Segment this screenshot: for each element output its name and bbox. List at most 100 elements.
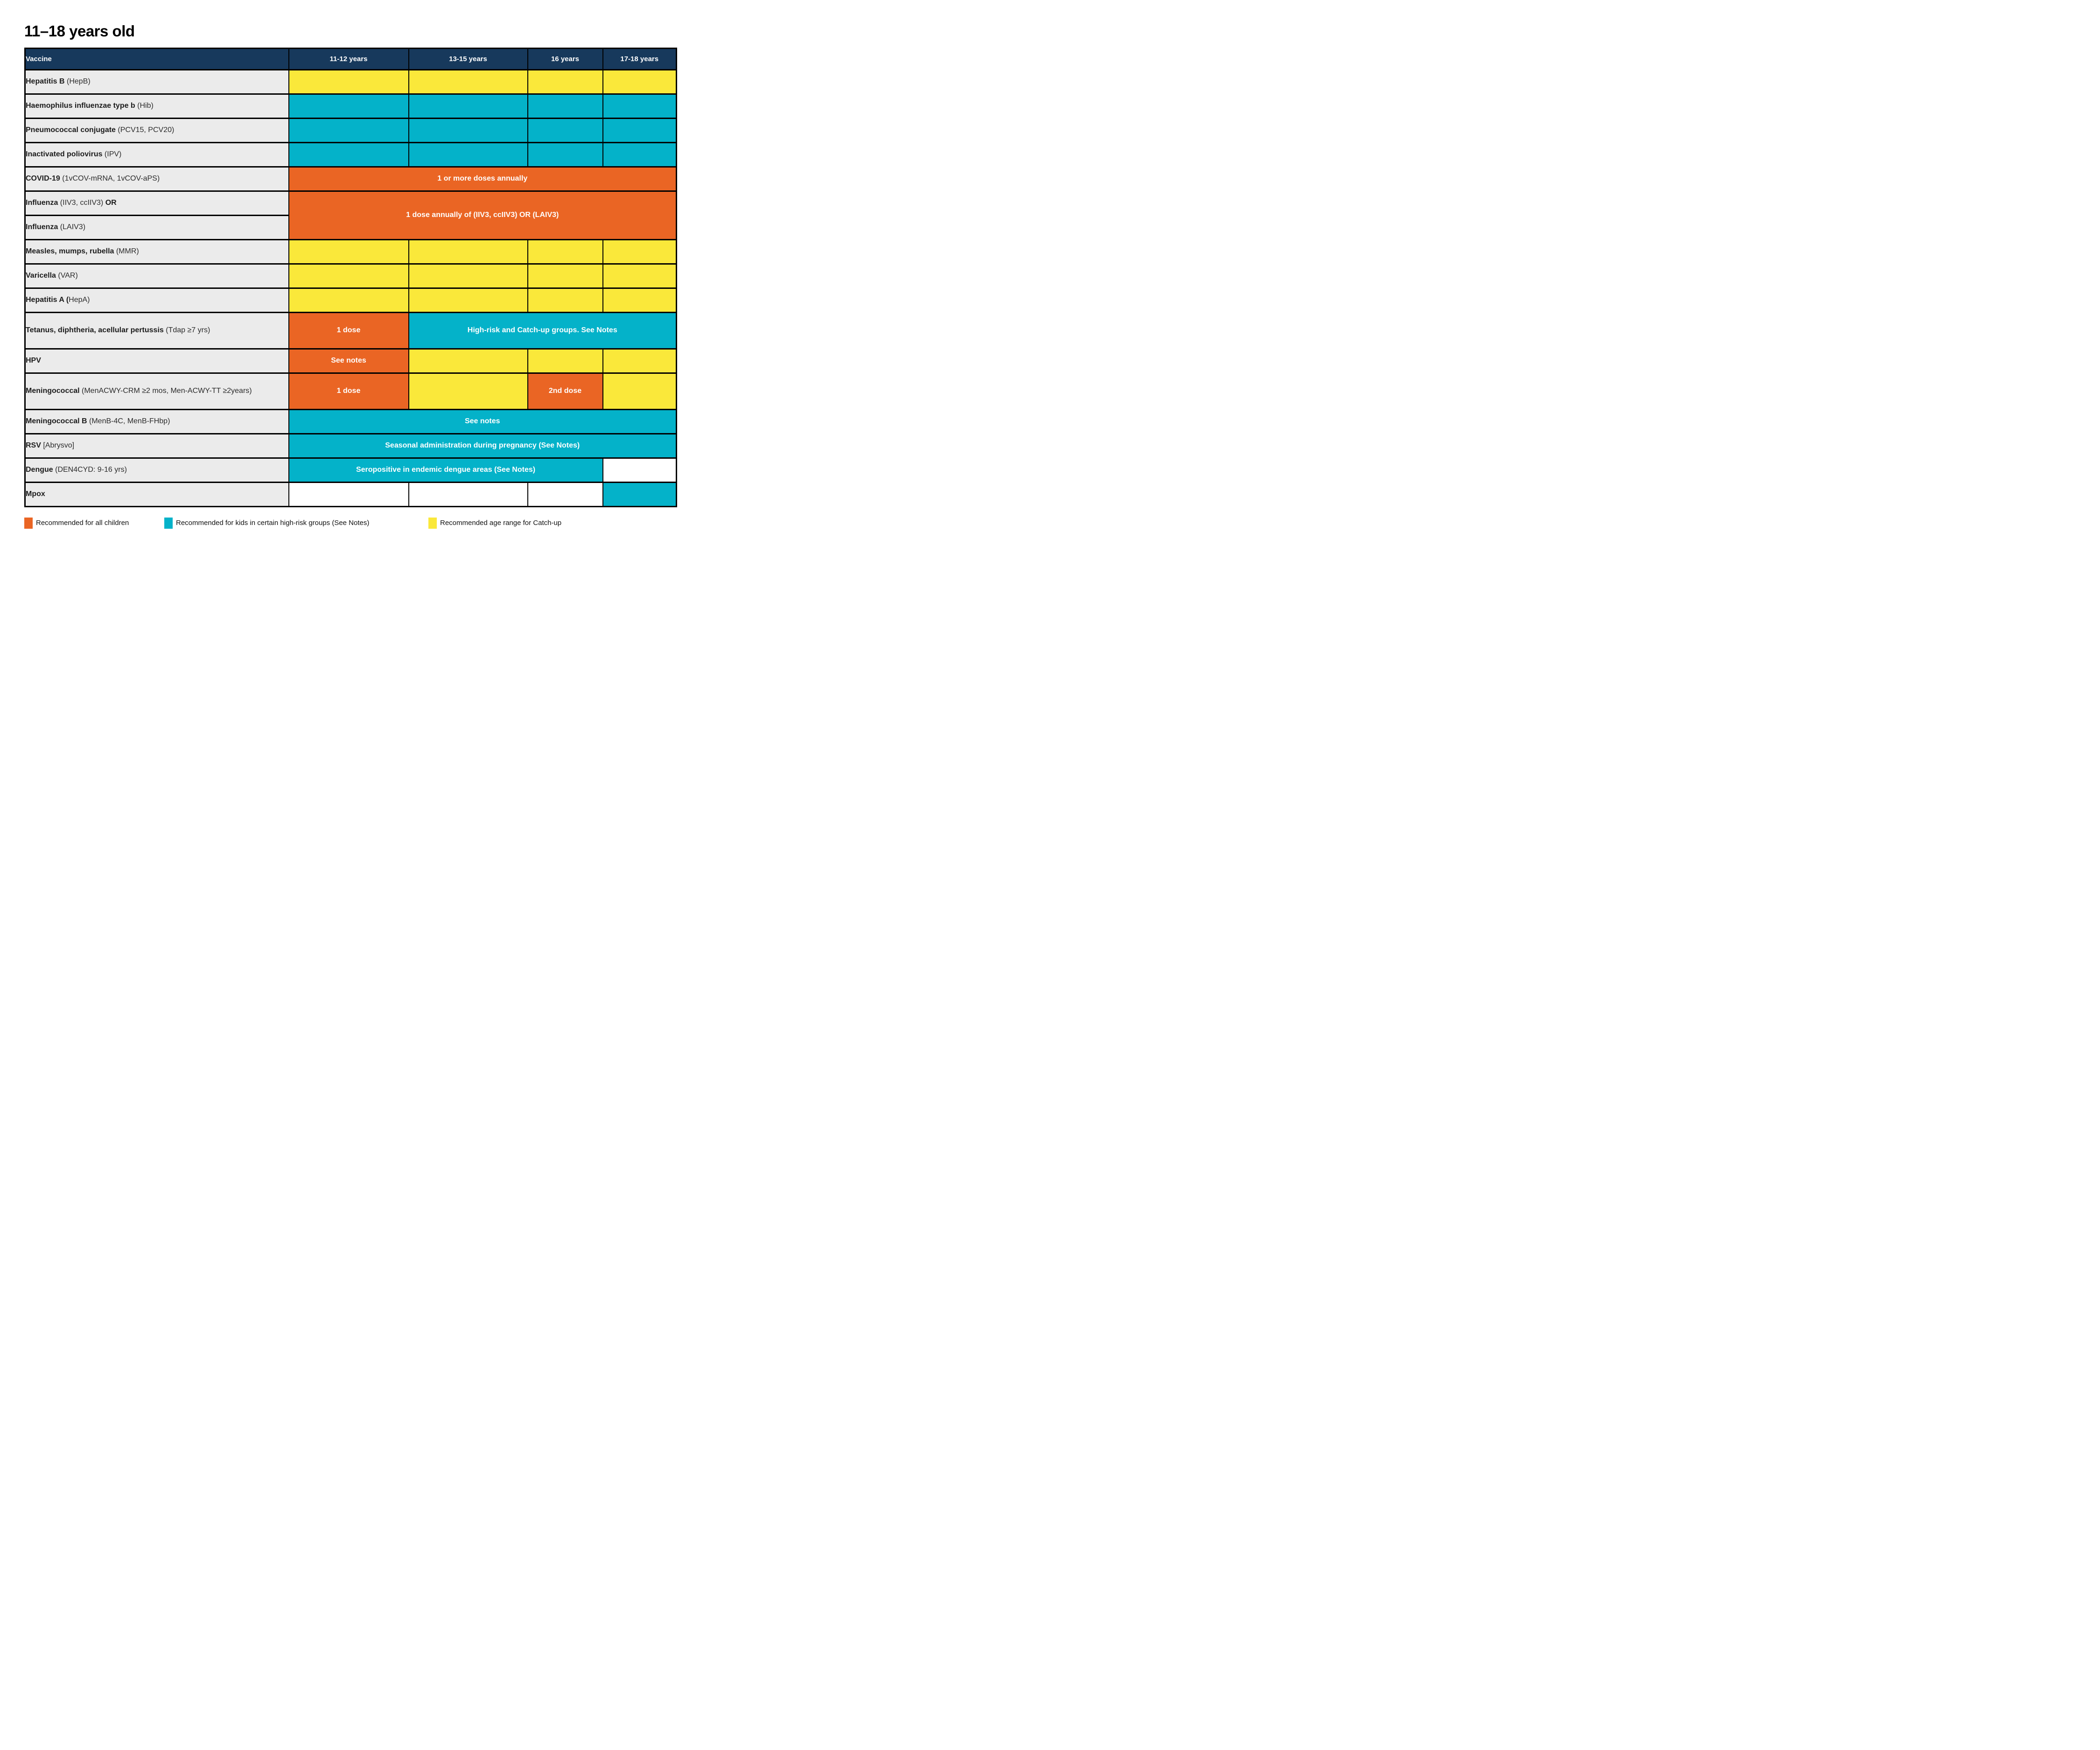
- cell-highrisk: [527, 93, 603, 119]
- col-header-11-12-years: 11-12 years: [288, 47, 409, 70]
- cell-catchup: [408, 348, 528, 374]
- cell-highrisk: [408, 93, 528, 119]
- cell-catchup: [602, 238, 677, 265]
- cell-highrisk: Seasonal administration during pregnancy…: [288, 433, 677, 459]
- row-meningococcal: Meningococcal (MenACWY-CRM ≥2 mos, Men-A…: [24, 372, 677, 410]
- cell-highrisk: Seropositive in endemic dengue areas (Se…: [288, 457, 603, 483]
- cell-catchup: [527, 263, 603, 289]
- cell-catchup: [408, 287, 528, 313]
- vaccine-label: Mpox: [24, 481, 289, 507]
- cell-highrisk: [288, 141, 409, 168]
- row-varicella: Varicella (VAR): [24, 263, 677, 289]
- col-header-vaccine: Vaccine: [24, 47, 289, 70]
- row-meningococcal-b: Meningococcal B (MenB-4C, MenB-FHbp) See…: [24, 408, 677, 434]
- cell-recommended-all: See notes: [288, 348, 409, 374]
- cell-catchup: [527, 69, 603, 95]
- cell-catchup: [527, 287, 603, 313]
- cell-catchup: [288, 287, 409, 313]
- legend-item-catch-up: Recommended age range for Catch-up: [428, 517, 562, 529]
- legend-swatch-orange-icon: [24, 517, 33, 529]
- cell-empty: [527, 481, 603, 507]
- cell-recommended-all: 1 dose: [288, 311, 409, 350]
- vaccine-label: Hepatitis A (HepA): [24, 287, 289, 313]
- cell-catchup: [408, 263, 528, 289]
- legend-item-recommended-all: Recommended for all children: [24, 517, 129, 529]
- vaccine-label: Inactivated poliovirus (IPV): [24, 141, 289, 168]
- vaccine-label: HPV: [24, 348, 289, 374]
- cell-empty: [408, 481, 528, 507]
- col-header-17-18-years: 17-18 years: [602, 47, 677, 70]
- cell-catchup: [408, 69, 528, 95]
- vaccine-label: Varicella (VAR): [24, 263, 289, 289]
- cell-catchup: [527, 348, 603, 374]
- cell-catchup: [602, 348, 677, 374]
- cell-recommended-all: 2nd dose: [527, 372, 603, 410]
- legend: Recommended for all children Recommended…: [24, 517, 676, 536]
- cell-catchup: [408, 238, 528, 265]
- row-ipv: Inactivated poliovirus (IPV): [24, 141, 677, 168]
- row-dengue: Dengue (DEN4CYD: 9-16 yrs) Seropositive …: [24, 457, 677, 483]
- col-header-16-years: 16 years: [527, 47, 603, 70]
- row-hpv: HPV See notes: [24, 348, 677, 374]
- cell-catchup: [288, 69, 409, 95]
- cell-catchup: [288, 238, 409, 265]
- row-mpox: Mpox: [24, 481, 677, 507]
- vaccine-label: COVID-19 (1vCOV-mRNA, 1vCOV-aPS): [24, 166, 289, 192]
- legend-label: Recommended age range for Catch-up: [440, 519, 562, 527]
- vaccine-label: Meningococcal (MenACWY-CRM ≥2 mos, Men-A…: [24, 372, 289, 410]
- vaccine-label: Haemophilus influenzae type b (Hib): [24, 93, 289, 119]
- row-mmr: Measles, mumps, rubella (MMR): [24, 238, 677, 265]
- vaccine-label: RSV [Abrysvo]: [24, 433, 289, 459]
- cell-catchup: [602, 372, 677, 410]
- vaccine-label: Hepatitis B (HepB): [24, 69, 289, 95]
- legend-item-high-risk: Recommended for kids in certain high-ris…: [164, 517, 370, 529]
- legend-swatch-teal-icon: [164, 517, 173, 529]
- row-hib: Haemophilus influenzae type b (Hib): [24, 93, 677, 119]
- cell-catchup: [602, 263, 677, 289]
- vaccine-label: Measles, mumps, rubella (MMR): [24, 238, 289, 265]
- header-row: Vaccine 11-12 years 13-15 years 16 years…: [24, 47, 677, 70]
- row-tdap: Tetanus, diphtheria, acellular pertussis…: [24, 311, 677, 350]
- cell-highrisk: [288, 117, 409, 143]
- vaccine-label: Pneumococcal conjugate (PCV15, PCV20): [24, 117, 289, 143]
- cell-recommended-all: 1 dose annually of (IIV3, ccIIV3) OR (LA…: [288, 190, 677, 240]
- vaccine-label: Dengue (DEN4CYD: 9-16 yrs): [24, 457, 289, 483]
- legend-swatch-yellow-icon: [428, 517, 437, 529]
- cell-highrisk: [527, 141, 603, 168]
- cell-highrisk: [602, 93, 677, 119]
- cell-highrisk: See notes: [288, 408, 677, 434]
- legend-label: Recommended for kids in certain high-ris…: [176, 519, 370, 527]
- row-rsv: RSV [Abrysvo] Seasonal administration du…: [24, 433, 677, 459]
- cell-catchup: [527, 238, 603, 265]
- cell-empty: [288, 481, 409, 507]
- page: 11–18 years old Vaccine 11-12 years 13-1…: [0, 0, 700, 536]
- cell-highrisk: [288, 93, 409, 119]
- row-influenza-iiv3: Influenza (IIV3, ccIIV3) OR 1 dose annua…: [24, 190, 677, 240]
- vaccine-label: Influenza (LAIV3): [24, 214, 289, 240]
- vaccine-label: Tetanus, diphtheria, acellular pertussis…: [24, 311, 289, 350]
- cell-catchup: [408, 372, 528, 410]
- cell-highrisk: [602, 117, 677, 143]
- vaccine-label: Meningococcal B (MenB-4C, MenB-FHbp): [24, 408, 289, 434]
- row-pneumococcal: Pneumococcal conjugate (PCV15, PCV20): [24, 117, 677, 143]
- vaccine-schedule-table: Vaccine 11-12 years 13-15 years 16 years…: [24, 47, 677, 507]
- cell-highrisk: High-risk and Catch-up groups. See Notes: [408, 311, 677, 350]
- page-title: 11–18 years old: [24, 22, 135, 40]
- cell-highrisk: [602, 141, 677, 168]
- cell-highrisk: [408, 117, 528, 143]
- row-hepatitis-a: Hepatitis A (HepA): [24, 287, 677, 313]
- row-hepatitis-b: Hepatitis B (HepB): [24, 69, 677, 95]
- row-influenza-laiv3: Influenza (LAIV3): [24, 214, 677, 240]
- cell-catchup: [288, 263, 409, 289]
- cell-recommended-all: 1 or more doses annually: [288, 166, 677, 192]
- row-covid-19: COVID-19 (1vCOV-mRNA, 1vCOV-aPS) 1 or mo…: [24, 166, 677, 192]
- col-header-13-15-years: 13-15 years: [408, 47, 528, 70]
- cell-recommended-all: 1 dose: [288, 372, 409, 410]
- cell-highrisk: [408, 141, 528, 168]
- cell-highrisk: [602, 481, 677, 507]
- cell-catchup: [602, 69, 677, 95]
- vaccine-label: Influenza (IIV3, ccIIV3) OR: [24, 190, 289, 216]
- cell-highrisk: [527, 117, 603, 143]
- cell-catchup: [602, 287, 677, 313]
- legend-label: Recommended for all children: [36, 519, 129, 527]
